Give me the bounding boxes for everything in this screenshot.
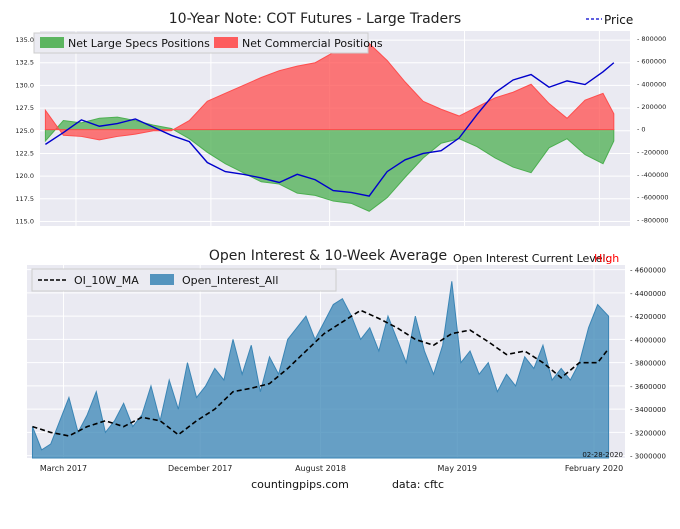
legend-swatch-oi: [150, 274, 174, 285]
right-tick-3: - -200000: [637, 148, 669, 156]
bottom-ma-series: [32, 309, 610, 437]
top-left-axis: 115.0 117.5 120.0 122.5 125.0 127.5 130.0 132.5…: [15, 36, 34, 225]
bottom-legend-box: [31, 268, 337, 292]
top-price-legend-label: Price: [604, 13, 633, 27]
price-line: [45, 62, 615, 197]
legend-label-specs: Net Large Specs Positions: [68, 37, 210, 50]
top-chart-title: 10-Year Note: COT Futures - Large Trader…: [169, 11, 461, 27]
legend-label-ma: OI_10W_MA: [74, 274, 139, 287]
right-tick-1: - -600000: [637, 194, 669, 202]
legend-swatch-specs: [40, 37, 64, 48]
right-tick-5: - 200000: [637, 103, 666, 111]
top-right-axis: - -800000 - -600000 - -400000 - -200000 - 0 -…: [637, 35, 669, 224]
ma-line: [32, 309, 610, 437]
right-tick-2: - -400000: [637, 171, 669, 179]
oi-status-value: High: [594, 252, 619, 265]
oi-tick-7: - 4400000: [630, 290, 666, 298]
oi-tick-4: - 3800000: [630, 360, 666, 368]
oi-tick-6: - 4200000: [630, 313, 666, 321]
date-annotation: 02-28-2020: [582, 451, 623, 459]
top-legend-box: [33, 32, 369, 54]
top-price-series: [45, 62, 615, 197]
right-tick-7: - 600000: [637, 58, 666, 66]
bottom-x-axis: March 2017 December 2017 August 2018 May 20…: [40, 464, 623, 473]
left-tick-7: 132.5: [15, 59, 34, 67]
left-tick-3: 122.5: [15, 149, 34, 157]
footer-data: data: cftc: [392, 478, 444, 491]
footer-source: countingpips.com: [251, 478, 349, 491]
legend-label-commercial: Net Commercial Positions: [242, 37, 383, 50]
right-tick-6: - 400000: [637, 80, 666, 88]
left-tick-4: 125.0: [15, 127, 34, 135]
right-tick-4: - 0: [637, 126, 646, 134]
oi-tick-1: - 3200000: [630, 429, 666, 437]
left-tick-6: 130.0: [15, 81, 34, 89]
x-tick-1: December 2017: [168, 464, 232, 473]
bottom-legend: OI_10W_MA Open_Interest_All: [31, 268, 337, 292]
bottom-area-series: [31, 281, 610, 459]
legend-swatch-commercial: [214, 37, 238, 48]
left-tick-5: 127.5: [15, 104, 34, 112]
oi-tick-5: - 4000000: [630, 336, 666, 344]
open-interest-area: [31, 281, 610, 459]
left-tick-1: 117.5: [15, 195, 34, 203]
x-tick-0: March 2017: [40, 464, 87, 473]
oi-status-label: Open Interest Current Level:: [453, 252, 609, 265]
bottom-right-axis: - 3000000 - 3200000 - 3400000 - 3600000 - 38…: [630, 267, 666, 461]
right-tick-8: - 800000: [637, 35, 666, 43]
left-tick-2: 120.0: [15, 172, 34, 180]
x-tick-2: August 2018: [295, 464, 346, 473]
x-tick-4: February 2020: [565, 464, 623, 473]
oi-tick-3: - 3600000: [630, 383, 666, 391]
bottom-chart-title: Open Interest & 10-Week Average: [209, 248, 447, 264]
top-legend: Net Large Specs Positions Net Commercial…: [33, 32, 383, 54]
legend-label-oi: Open_Interest_All: [182, 274, 278, 287]
left-tick-0: 115.0: [15, 217, 34, 225]
x-tick-3: May 2019: [438, 464, 477, 473]
oi-tick-2: - 3400000: [630, 406, 666, 414]
top-price-legend: Price: [586, 13, 633, 27]
right-tick-0: - -800000: [637, 216, 669, 224]
oi-tick-0: - 3000000: [630, 453, 666, 461]
left-tick-8: 135.0: [15, 36, 34, 44]
oi-tick-8: - 4600000: [630, 267, 666, 275]
